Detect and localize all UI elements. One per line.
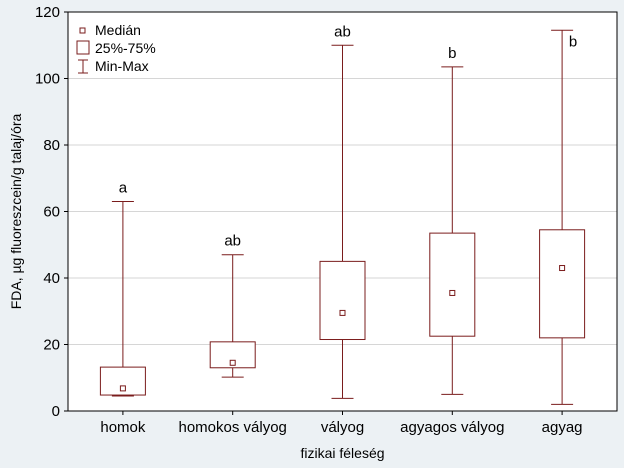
significance-label: b (448, 45, 456, 62)
x-tick-label: vályog (321, 419, 364, 436)
y-tick-label-100: 100 (35, 71, 60, 88)
significance-label: b (569, 33, 577, 50)
axes (64, 11, 618, 415)
median-marker (449, 289, 456, 296)
legend-box-label: 25%-75% (95, 40, 156, 56)
box-group: b (429, 45, 476, 395)
legend-median-marker (79, 27, 86, 34)
x-tick-label: agyagos vályog (400, 419, 504, 436)
median-marker (119, 385, 126, 392)
legend-whisker-label: Min-Max (95, 58, 149, 74)
y-tick-label-80: 80 (43, 137, 60, 154)
median-marker (229, 359, 236, 366)
significance-label: ab (224, 233, 241, 250)
iqr-box (209, 341, 256, 369)
significance-label: ab (334, 23, 351, 40)
box-group: a (99, 180, 146, 397)
significance-label: a (119, 180, 128, 197)
legend-box-marker (76, 40, 90, 55)
y-tick-label-120: 120 (35, 4, 60, 21)
y-axis-title: FDA, µg fluoreszcein/g talaj/óra (8, 113, 24, 309)
box-group: ab (209, 233, 256, 378)
x-tick-label: homok (100, 419, 146, 436)
x-tick-label: agyag (542, 419, 583, 436)
x-axis-title: fizikai féleség (300, 445, 384, 461)
median-marker (339, 309, 346, 316)
median-marker (559, 265, 566, 272)
tick-labels: 0 20 40 60 80 100 120 homok homokos vályog vályog… (35, 4, 583, 436)
y-tick-label-0: 0 (52, 403, 60, 420)
legend: Medián 25%-75% Min-Max (76, 22, 156, 74)
iqr-box (319, 260, 366, 341)
y-tick-label-60: 60 (43, 204, 60, 221)
legend-whisker-marker (78, 59, 88, 74)
iqr-box (429, 232, 476, 337)
y-tick-label-40: 40 (43, 270, 60, 287)
x-tick-label: homokos vályog (178, 419, 286, 436)
legend-median-label: Medián (95, 22, 141, 38)
box-group: b (539, 29, 586, 405)
boxes: a ab ab b b (99, 23, 586, 405)
box-group: ab (319, 23, 366, 399)
y-tick-label-20: 20 (43, 337, 60, 354)
iqr-box (539, 229, 586, 339)
